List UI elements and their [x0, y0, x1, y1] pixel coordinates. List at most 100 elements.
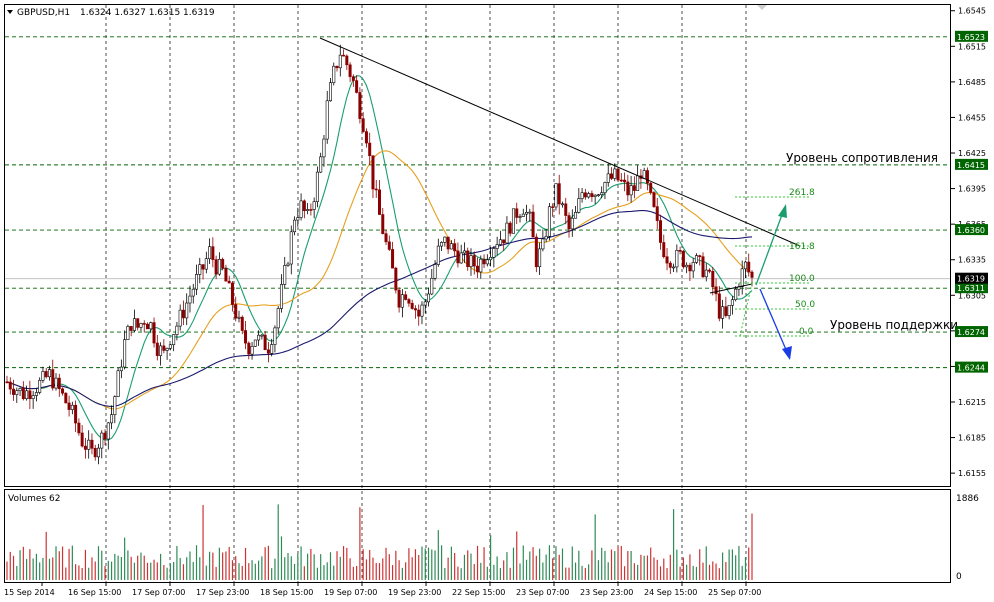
- candle-body: [381, 214, 385, 234]
- volume-panel-frame: [4, 489, 951, 583]
- candle-body: [322, 138, 326, 158]
- candle-body: [315, 171, 319, 202]
- candle-body: [77, 422, 81, 434]
- candle-body: [436, 245, 440, 265]
- candle-body: [41, 371, 45, 381]
- candle-body: [106, 422, 110, 440]
- candle-body: [342, 54, 346, 57]
- volume-min-label: 0: [956, 572, 962, 582]
- candle-body: [538, 248, 542, 268]
- candle-body: [685, 264, 689, 268]
- candle-body: [564, 203, 568, 216]
- fib-100-label: 100.0: [789, 274, 815, 284]
- candle-body: [348, 64, 352, 77]
- fib-50-label: 50.0: [795, 300, 815, 310]
- chart-menu-icon[interactable]: [7, 10, 13, 14]
- chart-shift-marker-icon[interactable]: [757, 5, 767, 10]
- candle-body: [126, 326, 130, 340]
- candle-body: [289, 231, 293, 265]
- candle-body: [172, 334, 176, 346]
- candle-body: [590, 193, 594, 197]
- y-tick-label: 1.6485: [958, 78, 986, 87]
- candle-body: [596, 194, 600, 197]
- candle-body: [47, 369, 51, 378]
- candle-body: [165, 348, 169, 351]
- candle-body: [616, 168, 620, 181]
- candle-body: [427, 293, 431, 303]
- fib-diagonal: [739, 282, 753, 337]
- candle-body: [338, 54, 342, 69]
- price-tags: 1.6523 1.6415 1.6360 1.6311 1.6274 1.6244 1.63…: [955, 30, 988, 373]
- candle-body: [560, 203, 564, 206]
- level-price-tag: [955, 158, 988, 170]
- candle-body: [132, 318, 136, 331]
- candle-body: [528, 211, 532, 214]
- candle-body: [361, 118, 365, 132]
- candle-body: [655, 206, 659, 221]
- candle-body: [577, 198, 581, 213]
- candle-body: [227, 280, 231, 284]
- candle-body: [8, 381, 12, 390]
- candle-body: [5, 381, 9, 384]
- candle-body: [404, 294, 408, 300]
- candle-body: [178, 309, 182, 327]
- candle-body: [244, 330, 248, 344]
- support-label: Уровень поддержки: [830, 318, 958, 332]
- candle-body: [410, 302, 414, 309]
- y-tick-label: 1.6395: [958, 185, 986, 194]
- candle-body: [583, 192, 587, 198]
- candle-body: [253, 339, 257, 347]
- candle-body: [482, 258, 486, 265]
- level-price-label: 1.6415: [957, 161, 985, 170]
- candle-body: [708, 269, 712, 272]
- candle-body: [443, 236, 447, 243]
- symbol-label: GBPUSD,H1: [17, 8, 70, 18]
- candle-body: [574, 212, 578, 219]
- candle-body: [456, 250, 460, 264]
- candle-body: [93, 447, 97, 458]
- candle-body: [21, 388, 25, 400]
- candle-body: [230, 282, 234, 305]
- candle-body: [355, 80, 359, 93]
- candle-body: [485, 259, 489, 265]
- candle-body: [286, 263, 290, 266]
- candle-body: [61, 388, 65, 394]
- candle-body: [534, 236, 538, 268]
- candle-body: [116, 370, 120, 397]
- candle-body: [459, 252, 463, 264]
- candle-body: [747, 261, 751, 273]
- y-tick-label: 1.6185: [958, 434, 986, 443]
- candle-body: [492, 248, 496, 258]
- candle-body: [544, 235, 548, 240]
- candle-body: [636, 175, 640, 191]
- candle-body: [508, 222, 512, 234]
- candle-body: [469, 255, 473, 267]
- candle-body: [260, 334, 264, 337]
- candle-body: [502, 239, 506, 244]
- candle-body: [100, 432, 104, 449]
- level-price-tag: [955, 361, 988, 373]
- candle-body: [302, 200, 306, 211]
- candle-body: [57, 377, 61, 390]
- candle-body: [449, 243, 453, 250]
- candle-body: [87, 439, 91, 450]
- candle-body: [250, 345, 254, 355]
- resistance-label: Уровень сопротивления: [786, 151, 938, 165]
- candle-body: [185, 302, 189, 319]
- candle-body: [567, 215, 571, 230]
- candle-body: [273, 327, 277, 345]
- candle-body: [554, 183, 558, 208]
- candle-body: [587, 193, 591, 198]
- candle-body: [659, 220, 663, 243]
- candle-body: [18, 388, 22, 391]
- candle-body: [90, 439, 94, 449]
- candle-body: [139, 323, 143, 328]
- downtrend-line: [319, 37, 801, 247]
- candle-body: [413, 308, 417, 311]
- candle-body: [525, 211, 529, 215]
- candle-body: [371, 155, 375, 190]
- candle-body: [675, 250, 679, 268]
- horizontal-levels: [5, 36, 950, 369]
- candle-body: [198, 264, 202, 275]
